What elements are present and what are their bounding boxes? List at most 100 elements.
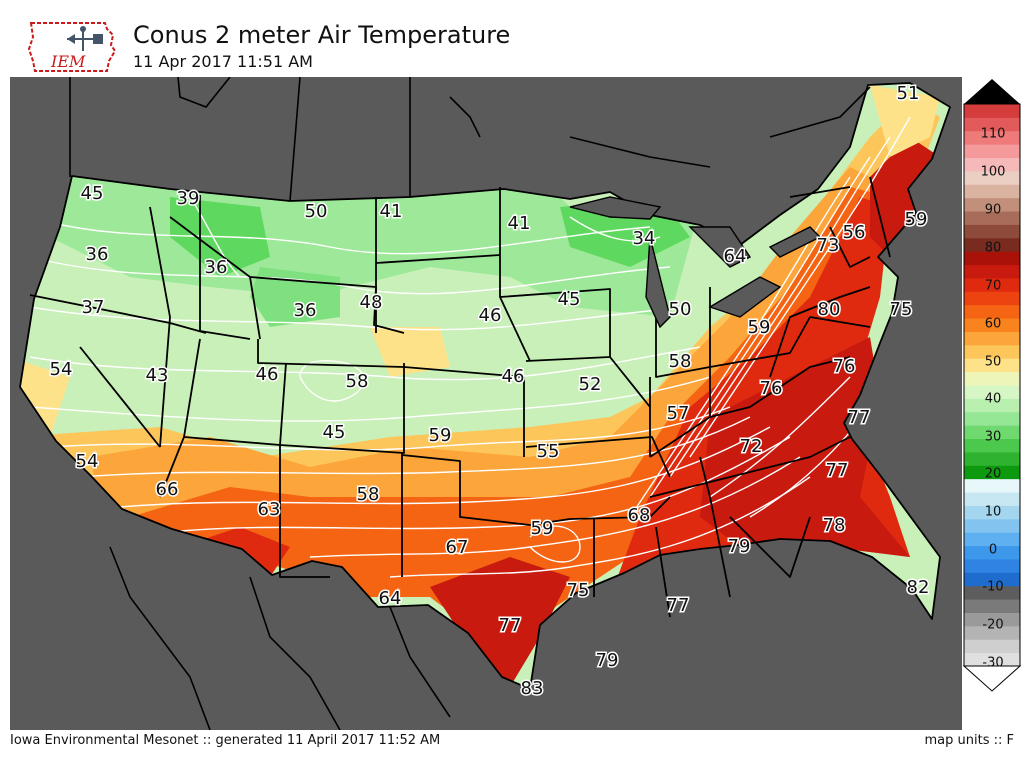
colorbar-band	[964, 170, 1020, 185]
temperature-value-label: 59	[905, 209, 928, 230]
temperature-value-label: 59	[748, 317, 771, 338]
colorbar-bands	[964, 104, 1020, 667]
colorbar-band	[964, 251, 1020, 266]
iem-logo: IEM	[27, 17, 122, 75]
temperature-value-label: 59	[429, 425, 452, 446]
colorbar-band	[964, 277, 1020, 292]
colorbar-band	[964, 144, 1020, 159]
colorbar-band	[964, 385, 1020, 399]
colorbar-tick-label: 20	[985, 467, 1002, 482]
colorbar-tick-label: 80	[985, 241, 1002, 256]
colorbar-band	[964, 625, 1020, 640]
colorbar-tick-label: 110	[981, 127, 1006, 142]
temperature-value-label: 37	[82, 297, 105, 318]
colorbar-band	[964, 558, 1020, 573]
temperature-value-label: 48	[360, 292, 383, 313]
temperature-value-label: 55	[537, 441, 560, 462]
colorbar-band	[964, 237, 1020, 252]
temperature-value-label: 41	[380, 201, 403, 222]
colorbar-tick-label: 50	[985, 355, 1002, 370]
colorbar-band	[964, 492, 1020, 506]
colorbar-band	[964, 652, 1020, 667]
temperature-value-label: 52	[579, 374, 602, 395]
temperature-value-label: 77	[499, 615, 522, 636]
colorbar-tick-label: 10	[985, 505, 1002, 520]
colorbar-band	[964, 585, 1020, 600]
colorbar-tick-label: 30	[985, 430, 1002, 445]
temperature-value-label: 78	[823, 515, 846, 536]
temperature-value-label: 45	[558, 289, 581, 310]
temperature-value-label: 57	[667, 403, 690, 424]
colorbar-band	[964, 331, 1020, 346]
temperature-value-label: 63	[258, 499, 281, 520]
temperature-value-label: 77	[667, 595, 690, 616]
temperature-value-label: 77	[848, 407, 871, 428]
footer-units: map units :: F	[924, 733, 1014, 748]
contour-lines	[29, 116, 911, 578]
colorbar-tick-label: 60	[985, 317, 1002, 332]
temperature-value-label: 76	[833, 356, 856, 377]
colorbar-band	[964, 211, 1020, 225]
colorbar-band	[964, 505, 1020, 520]
colorbar-band	[964, 184, 1020, 199]
temperature-value-label: 50	[669, 299, 692, 320]
colorbar-extend-top	[964, 79, 1020, 104]
temperature-value-label: 59	[531, 518, 554, 539]
great-lakes	[569, 196, 822, 329]
temperature-value-label: 72	[740, 436, 763, 457]
temperature-colorbar: 110 100 90 80 70 60 50 40 30 20 10 0 -10 -20 -30	[962, 77, 1024, 694]
temperature-value-label: 41	[508, 213, 531, 234]
colorbar-band	[964, 612, 1020, 627]
temperature-value-label: 75	[890, 299, 913, 320]
colorbar-band	[964, 130, 1020, 145]
temperature-value-label: 75	[567, 580, 590, 601]
temperature-value-label: 54	[76, 451, 99, 472]
colorbar-band	[964, 599, 1020, 613]
temperature-value-label: 46	[502, 366, 525, 387]
colorbar-tick-label: 90	[985, 203, 1002, 218]
weather-vane-icon	[67, 26, 103, 51]
colorbar-band	[964, 224, 1020, 239]
colorbar-tick-label: -20	[982, 618, 1003, 633]
temperature-value-label: 80	[818, 299, 841, 320]
colorbar-band	[964, 411, 1020, 426]
logo-text: IEM	[50, 52, 86, 71]
temperature-value-label: 46	[479, 305, 502, 326]
colorbar-tick-label: 40	[985, 392, 1002, 407]
temperature-value-label: 36	[294, 300, 317, 321]
state-boundaries	[19, 82, 951, 690]
colorbar-band	[964, 264, 1020, 279]
footer-credit: Iowa Environmental Mesonet :: generated …	[10, 733, 441, 748]
colorbar-band	[964, 117, 1020, 132]
page-title: Conus 2 meter Air Temperature	[133, 21, 511, 49]
temperature-value-label: 43	[146, 365, 169, 386]
colorbar-band	[964, 358, 1020, 373]
temperature-value-label: 66	[156, 479, 179, 500]
colorbar-frame	[963, 103, 1021, 667]
temperature-value-label: 51	[897, 83, 920, 104]
temperature-map: 51 45 39 50 41 41 34 56 59 36 36 64 73 37 36 48 45 46 50 59…	[10, 76, 962, 731]
map-timestamp: 11 Apr 2017 11:51 AM	[133, 52, 313, 71]
colorbar-tick-label: 70	[985, 279, 1002, 294]
colorbar-band	[964, 157, 1020, 172]
colorbar-band	[964, 425, 1020, 440]
colorbar-band	[964, 545, 1020, 560]
temperature-value-label: 50	[305, 201, 328, 222]
colorbar-band	[964, 478, 1020, 493]
colorbar-band	[964, 291, 1020, 306]
temperature-value-label: 77	[826, 460, 849, 481]
international-boundaries	[69, 76, 871, 731]
colorbar-band	[964, 518, 1020, 533]
colorbar-tick-label: 100	[981, 165, 1006, 180]
colorbar-band	[964, 438, 1020, 453]
temperature-value-label: 68	[628, 505, 651, 526]
temperature-value-label: 82	[907, 577, 930, 598]
temperature-value-label: 34	[633, 228, 656, 249]
colorbar-band	[964, 398, 1020, 413]
temperature-value-label: 45	[81, 183, 104, 204]
temperature-value-label: 79	[728, 536, 751, 557]
colorbar-band	[964, 465, 1020, 480]
colorbar-band	[964, 451, 1020, 466]
